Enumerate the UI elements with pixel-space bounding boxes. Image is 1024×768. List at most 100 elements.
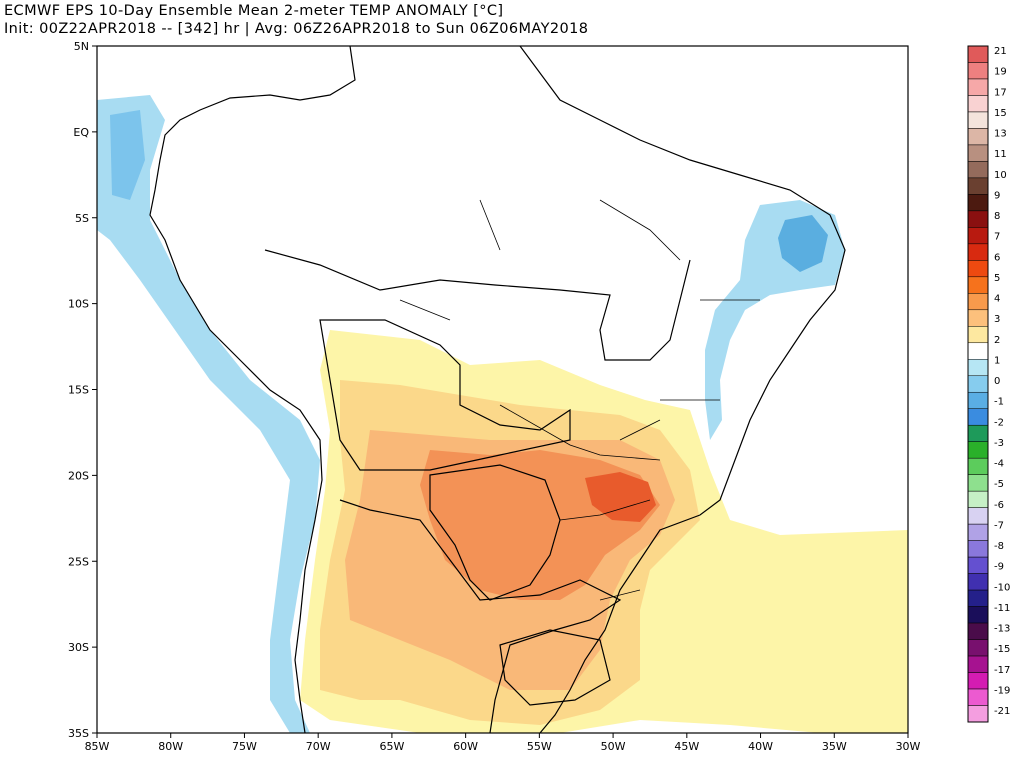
south-america-east-coast: [519, 46, 846, 733]
map-title: ECMWF EPS 10-Day Ensemble Mean 2-meter T…: [4, 3, 504, 19]
colorbar-swatch: [967, 391, 989, 409]
colorbar-label: 17: [994, 87, 1007, 98]
anomaly-region-northeast-cool-core: [778, 215, 828, 272]
latitude-tick-label: 10S: [68, 298, 89, 311]
colorbar-swatch: [967, 424, 989, 442]
south-america-coastline: [149, 46, 356, 733]
colorbar-swatch: [967, 227, 989, 245]
colorbar-label: -1: [994, 397, 1004, 408]
colorbar-swatch: [967, 260, 989, 278]
colorbar-label: 2: [994, 335, 1000, 346]
longitude-tick-label: 65W: [379, 740, 404, 753]
colorbar-label: -8: [994, 541, 1004, 552]
anomaly-region-pacific-cool: [97, 95, 320, 733]
colorbar-label: -3: [994, 438, 1004, 449]
colorbar-label: 9: [994, 190, 1000, 201]
colorbar-label: 4: [994, 294, 1000, 305]
colorbar-label: -10: [994, 582, 1010, 593]
colorbar-label: -2: [994, 417, 1004, 428]
longitude-tick-label: 80W: [158, 740, 183, 753]
latitude-tick-label: 5N: [74, 40, 89, 53]
colorbar-swatch: [967, 309, 989, 327]
colorbar-swatch: [967, 688, 989, 706]
colorbar-swatch: [967, 639, 989, 657]
colorbar-label: 8: [994, 211, 1000, 222]
longitude-tick-label: 45W: [674, 740, 699, 753]
colorbar-label: 10: [994, 170, 1007, 181]
colorbar-swatch: [967, 507, 989, 525]
anomaly-region-sao-paulo-warm-peak: [585, 472, 656, 522]
latitude-tick-label: EQ: [73, 126, 89, 139]
longitude-tick-label: 55W: [527, 740, 552, 753]
longitude-tick-label: 40W: [748, 740, 773, 753]
latitude-tick-label: 20S: [68, 469, 89, 482]
colorbar-swatch: [967, 622, 989, 640]
colorbar-frame: [967, 45, 989, 723]
colorbar-swatch: [967, 589, 989, 607]
colorbar-label: -13: [994, 624, 1010, 635]
country-borders: [149, 46, 846, 733]
colorbar-swatch: [967, 243, 989, 261]
brazil-interior-border: [264, 249, 691, 361]
colorbar-swatch: [967, 457, 989, 475]
colorbar-label: -4: [994, 459, 1004, 470]
longitude-tick-label: 50W: [601, 740, 626, 753]
colorbar-label: -7: [994, 520, 1004, 531]
longitude-tick-label: 70W: [306, 740, 331, 753]
colorbar-swatch: [967, 556, 989, 574]
colorbar-label: -11: [994, 603, 1010, 614]
colorbar-swatch: [967, 95, 989, 113]
colorbar-swatch: [967, 326, 989, 344]
longitude-tick-label: 85W: [85, 740, 110, 753]
colorbar-label: 19: [994, 67, 1007, 78]
argentina-border: [339, 499, 622, 733]
colorbar-swatch: [967, 441, 989, 459]
paraguay-border: [429, 464, 561, 601]
colorbar-label: -5: [994, 479, 1004, 490]
colorbar-legend: 211917151311109876543210-1-2-3-4-5-6-7-8…: [967, 45, 1010, 723]
colorbar-label: -19: [994, 685, 1010, 696]
colorbar-label: 5: [994, 273, 1000, 284]
latitude-axis: 5N EQ 5S 10S 15S 20S 25S 30S 35S: [68, 40, 97, 740]
colorbar-swatch: [967, 45, 989, 63]
brazil-states: [399, 199, 760, 601]
colorbar-swatch: [967, 540, 989, 558]
colorbar-swatch: [967, 293, 989, 311]
colorbar-swatch: [967, 606, 989, 624]
colorbar-swatch: [967, 62, 989, 80]
colorbar-label: 13: [994, 129, 1007, 140]
colorbar-label: 0: [994, 376, 1000, 387]
colorbar-swatch: [967, 78, 989, 96]
longitude-tick-label: 35W: [822, 740, 847, 753]
colorbar-swatch: [967, 523, 989, 541]
colorbar-swatch: [967, 655, 989, 673]
colorbar-swatch: [967, 194, 989, 212]
uruguay-border: [499, 629, 611, 706]
colorbar-label: -6: [994, 500, 1004, 511]
colorbar-label: 6: [994, 252, 1000, 263]
longitude-axis: 85W 80W 75W 70W 65W 60W 55W 50W 45W 40W 35W 30W: [85, 733, 921, 753]
colorbar-swatch: [967, 342, 989, 360]
colorbar-label: -15: [994, 644, 1010, 655]
map-subtitle: Init: 00Z22APR2018 -- [342] hr | Avg: 06…: [4, 21, 589, 37]
colorbar-label: 7: [994, 232, 1000, 243]
colorbar-label: -21: [994, 706, 1010, 717]
latitude-tick-label: 25S: [68, 555, 89, 568]
colorbar-label: -17: [994, 665, 1010, 676]
latitude-tick-label: 35S: [68, 727, 89, 740]
colorbar-swatch: [967, 359, 989, 377]
colorbar-label: 21: [994, 46, 1007, 57]
colorbar-swatch: [967, 161, 989, 179]
longitude-tick-label: 75W: [232, 740, 257, 753]
colorbar-label: 1: [994, 355, 1000, 366]
bolivia-border: [319, 319, 571, 471]
latitude-tick-label: 5S: [75, 212, 89, 225]
colorbar-swatch: [967, 408, 989, 426]
longitude-tick-label: 30W: [896, 740, 921, 753]
latitude-tick-label: 30S: [68, 641, 89, 654]
colorbar-swatch: [967, 705, 989, 723]
anomaly-fill-layer: [97, 95, 908, 733]
colorbar-label: -9: [994, 562, 1004, 573]
colorbar-label: 15: [994, 108, 1007, 119]
